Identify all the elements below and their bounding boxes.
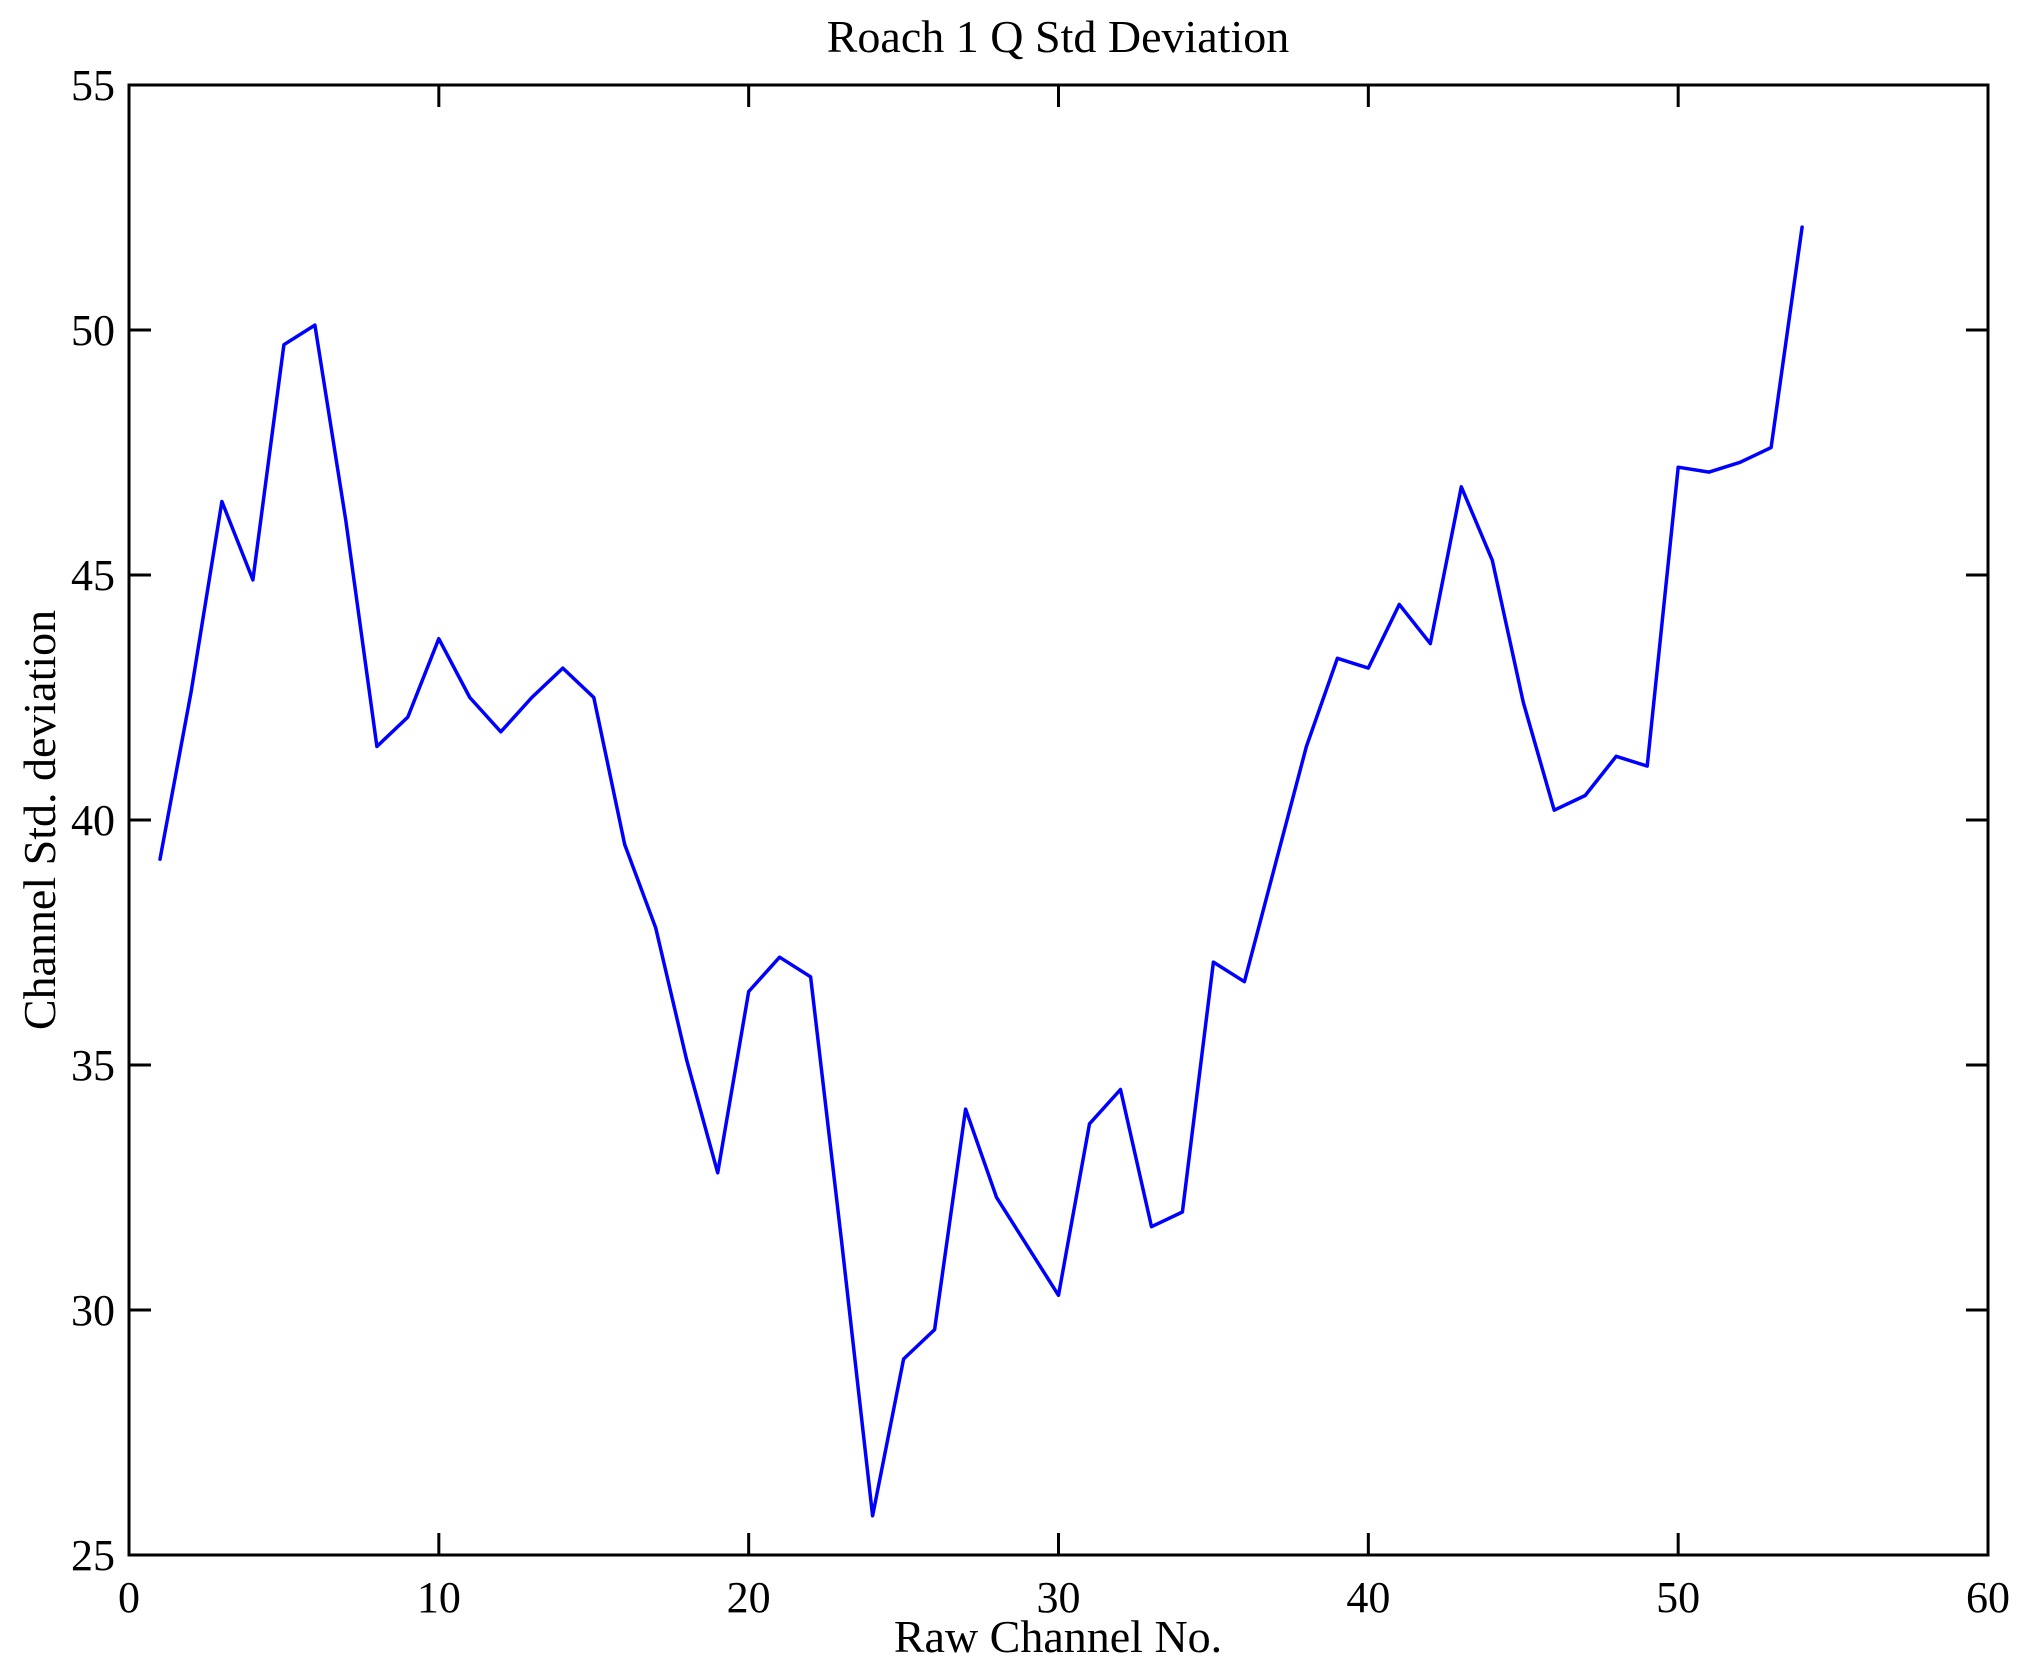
y-axis-label: Channel Std. deviation bbox=[14, 610, 65, 1030]
y-tick-label: 25 bbox=[71, 1531, 115, 1580]
x-axis-label: Raw Channel No. bbox=[894, 1611, 1222, 1662]
y-tick-labels: 25 30 35 40 45 50 55 bbox=[71, 61, 115, 1580]
x-tick-label: 50 bbox=[1656, 1573, 1700, 1622]
x-tick-label: 0 bbox=[118, 1573, 140, 1622]
y-tick-label: 35 bbox=[71, 1041, 115, 1090]
x-tick-label: 40 bbox=[1346, 1573, 1390, 1622]
y-tick-label: 40 bbox=[71, 796, 115, 845]
y-tick-label: 50 bbox=[71, 306, 115, 355]
y-tick-label: 45 bbox=[71, 551, 115, 600]
tick-marks bbox=[127, 83, 1990, 1557]
x-tick-labels: 0 10 20 30 40 50 60 bbox=[118, 1573, 2010, 1622]
x-tick-label: 60 bbox=[1966, 1573, 2010, 1622]
data-line-series bbox=[158, 225, 1804, 1518]
plot-border-box bbox=[127, 83, 1990, 1557]
x-tick-label: 30 bbox=[1037, 1573, 1081, 1622]
x-tick-label: 20 bbox=[727, 1573, 771, 1622]
chart-title: Roach 1 Q Std Deviation bbox=[827, 11, 1290, 62]
x-tick-label: 10 bbox=[417, 1573, 461, 1622]
y-tick-label: 30 bbox=[71, 1286, 115, 1335]
y-tick-label: 55 bbox=[71, 61, 115, 110]
